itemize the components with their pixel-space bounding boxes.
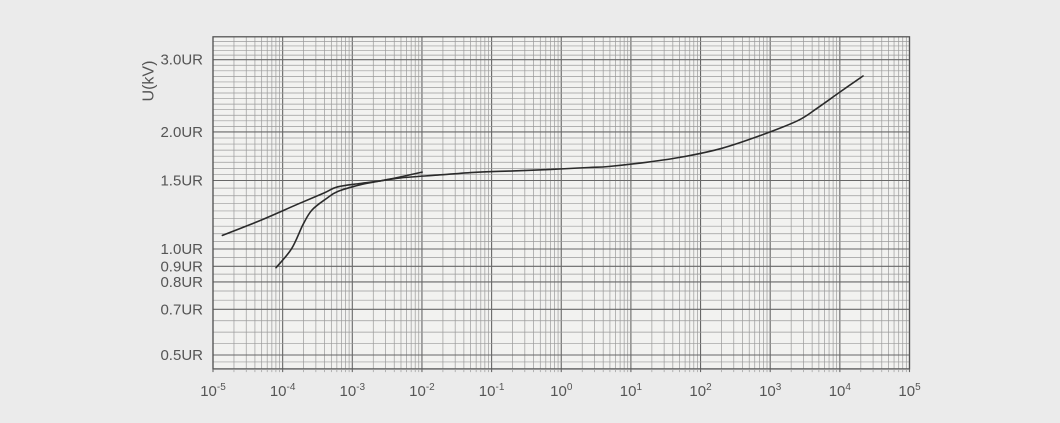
svg-text:2.0UR: 2.0UR	[160, 124, 203, 141]
svg-text:3.0UR: 3.0UR	[160, 52, 203, 69]
svg-text:1.5UR: 1.5UR	[160, 173, 203, 190]
svg-text:0.9UR: 0.9UR	[160, 258, 203, 275]
svg-text:0.5UR: 0.5UR	[160, 347, 203, 364]
svg-text:U(kV): U(kV)	[141, 61, 158, 102]
svg-text:0.7UR: 0.7UR	[160, 301, 203, 318]
svg-text:1.0UR: 1.0UR	[160, 241, 203, 258]
svg-text:0.8UR: 0.8UR	[160, 274, 203, 291]
